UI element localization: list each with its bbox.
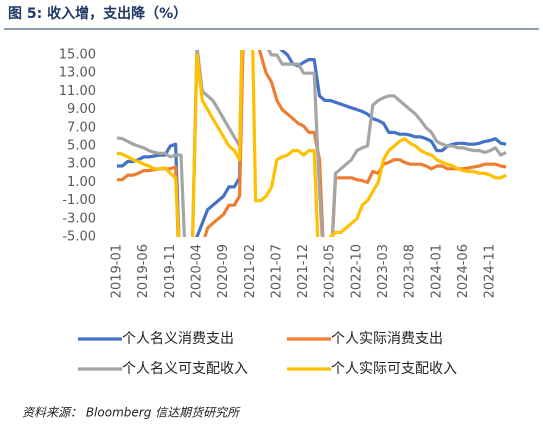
series-line bbox=[117, 50, 507, 237]
x-tick-label: 2019-06 bbox=[136, 244, 151, 298]
x-tick-label: 2023-03 bbox=[376, 244, 391, 298]
x-tick-label: 2024-01 bbox=[429, 244, 444, 298]
series-line bbox=[116, 50, 507, 237]
legend-label: 个人名义可支配收入 bbox=[122, 361, 248, 377]
y-tick-label: 5.00 bbox=[67, 139, 96, 154]
x-tick-label: 2022-10 bbox=[349, 244, 364, 298]
y-tick-label: -3.00 bbox=[62, 211, 96, 226]
x-tick-label: 2024-06 bbox=[456, 244, 471, 298]
source-note: 资料来源： Bloomberg 信达期货研究所 bbox=[22, 406, 241, 420]
legend-label: 个人实际消费支出 bbox=[331, 331, 443, 347]
x-tick-label: 2019-11 bbox=[163, 244, 178, 298]
legend-label: 个人名义消费支出 bbox=[122, 331, 234, 347]
chart-title: 图 5: 收入增，支出降（%） bbox=[8, 5, 187, 22]
y-tick-label: 9.00 bbox=[67, 102, 96, 117]
x-tick-label: 2021-02 bbox=[243, 244, 258, 298]
x-tick-label: 2020-09 bbox=[216, 244, 231, 298]
x-tick-label: 2019-01 bbox=[110, 244, 125, 298]
y-tick-label: 13.00 bbox=[59, 66, 96, 81]
series-line bbox=[116, 50, 507, 237]
x-tick-label: 2023-08 bbox=[403, 244, 418, 298]
x-tick-label: 2024-11 bbox=[483, 244, 498, 298]
series-line bbox=[117, 50, 507, 237]
y-tick-label: 15.00 bbox=[59, 48, 96, 63]
x-tick-label: 2021-12 bbox=[296, 244, 311, 298]
y-tick-label: 7.00 bbox=[67, 120, 96, 135]
x-tick-label: 2022-05 bbox=[323, 244, 338, 298]
legend-label: 个人实际可支配收入 bbox=[331, 361, 457, 377]
y-tick-label: -1.00 bbox=[62, 193, 96, 208]
y-tick-label: 11.00 bbox=[59, 84, 96, 99]
y-tick-label: 3.00 bbox=[67, 157, 96, 172]
y-tick-label: 1.00 bbox=[67, 175, 96, 190]
x-tick-label: 2020-04 bbox=[189, 244, 204, 298]
x-tick-label: 2021-07 bbox=[269, 244, 284, 298]
plot-area bbox=[116, 50, 507, 237]
y-tick-label: -5.00 bbox=[62, 230, 96, 245]
